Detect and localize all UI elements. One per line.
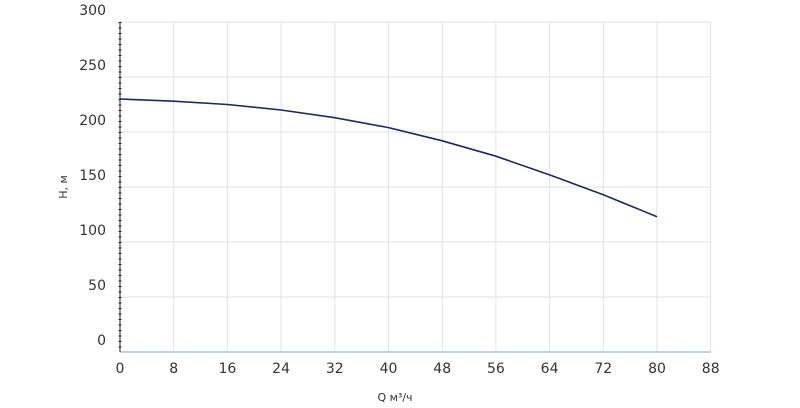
x-tick-label: 24	[272, 361, 290, 377]
x-tick-label: 64	[541, 361, 559, 377]
x-tick-label: 80	[648, 361, 666, 377]
x-tick-label: 56	[487, 361, 505, 377]
y-tick-label: 150	[79, 168, 106, 184]
x-tick-label: 40	[380, 361, 398, 377]
y-tick-label: 100	[79, 223, 106, 239]
x-tick-label: 48	[433, 361, 451, 377]
x-tick-label: 8	[169, 361, 178, 377]
y-tick-label: 0	[97, 333, 106, 349]
x-tick-label: 16	[218, 361, 236, 377]
x-tick-label: 88	[702, 361, 720, 377]
y-tick-label: 250	[79, 58, 106, 74]
line	[119, 98, 658, 218]
x-tick-label: 0	[116, 361, 125, 377]
y-tick-label: 50	[88, 278, 106, 294]
x-tick-label: 72	[594, 361, 612, 377]
y-tick-label: 200	[79, 113, 106, 129]
x-tick-label: 32	[326, 361, 344, 377]
y-tick-label: 300	[79, 3, 106, 19]
x-axis-label: Q м³/ч	[377, 391, 412, 404]
y-axis-label: H, м	[57, 175, 70, 199]
